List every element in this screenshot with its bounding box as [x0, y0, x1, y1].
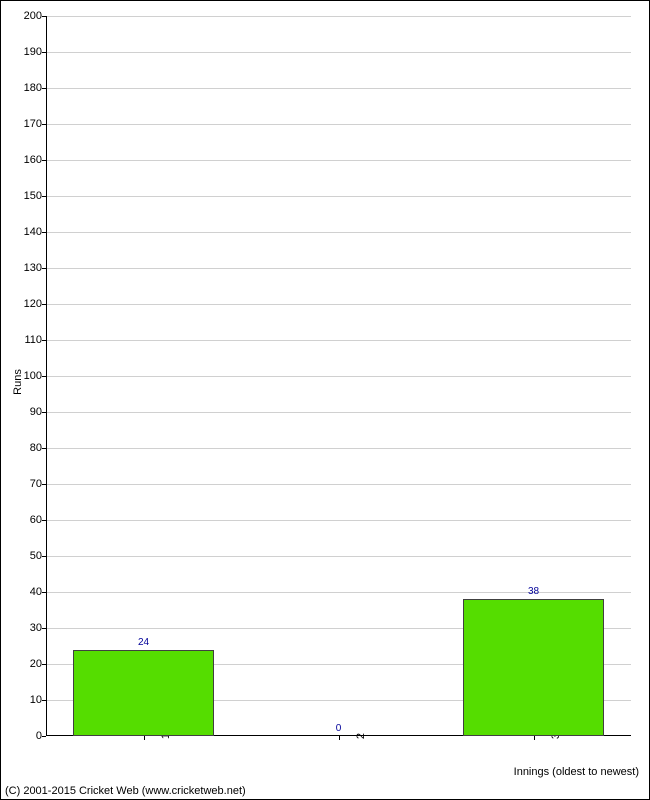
y-tick-label: 170 — [24, 118, 46, 130]
bar-value-label: 24 — [138, 637, 149, 648]
gridline — [46, 412, 631, 413]
gridline — [46, 556, 631, 557]
x-axis-title: Innings (oldest to newest) — [514, 766, 639, 778]
y-tick-label: 30 — [30, 622, 46, 634]
gridline — [46, 52, 631, 53]
y-tick-label: 80 — [30, 442, 46, 454]
y-tick-label: 40 — [30, 586, 46, 598]
y-tick-label: 200 — [24, 10, 46, 22]
gridline — [46, 592, 631, 593]
y-tick-label: 10 — [30, 694, 46, 706]
gridline — [46, 16, 631, 17]
y-tick-label: 190 — [24, 46, 46, 58]
y-tick-label: 90 — [30, 406, 46, 418]
gridline — [46, 268, 631, 269]
y-axis-line — [46, 16, 47, 736]
gridline — [46, 160, 631, 161]
y-tick-label: 140 — [24, 226, 46, 238]
bar — [73, 650, 213, 736]
y-tick-label: 130 — [24, 262, 46, 274]
gridline — [46, 232, 631, 233]
plot-area: 0102030405060708090100110120130140150160… — [46, 16, 631, 736]
y-tick-label: 150 — [24, 190, 46, 202]
copyright-text: (C) 2001-2015 Cricket Web (www.cricketwe… — [5, 785, 246, 797]
gridline — [46, 448, 631, 449]
x-tick-label: 2 — [339, 733, 367, 739]
y-axis-title: Runs — [12, 369, 24, 395]
y-tick-label: 0 — [36, 730, 46, 742]
bar — [463, 599, 603, 736]
y-tick-label: 70 — [30, 478, 46, 490]
gridline — [46, 340, 631, 341]
y-tick-label: 160 — [24, 154, 46, 166]
gridline — [46, 520, 631, 521]
bar-value-label: 0 — [336, 723, 342, 734]
gridline — [46, 484, 631, 485]
y-tick-label: 50 — [30, 550, 46, 562]
bar-value-label: 38 — [528, 586, 539, 597]
gridline — [46, 304, 631, 305]
y-tick-label: 60 — [30, 514, 46, 526]
gridline — [46, 196, 631, 197]
gridline — [46, 88, 631, 89]
y-tick-label: 100 — [24, 370, 46, 382]
y-tick-label: 180 — [24, 82, 46, 94]
gridline — [46, 376, 631, 377]
y-tick-label: 20 — [30, 658, 46, 670]
chart-container: 0102030405060708090100110120130140150160… — [0, 0, 650, 800]
y-tick-label: 110 — [24, 334, 46, 346]
gridline — [46, 124, 631, 125]
y-tick-label: 120 — [24, 298, 46, 310]
